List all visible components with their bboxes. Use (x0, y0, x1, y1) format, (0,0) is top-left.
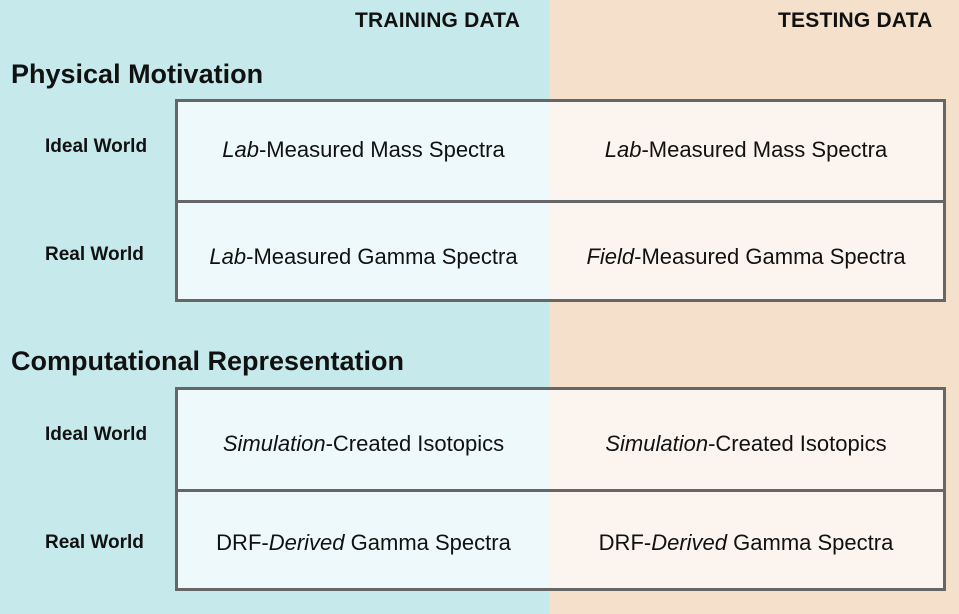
cell-training-real-physical: Lab-Measured Gamma Spectra (209, 244, 518, 269)
cell-training-real-computational: DRF-Derived Gamma Spectra (216, 530, 511, 555)
row-divider (178, 489, 943, 492)
cell-testing-ideal-physical: Lab-Measured Mass Spectra (604, 137, 888, 162)
section-title-physical-motivation: Physical Motivation (11, 59, 264, 89)
cell-testing-real-physical: Field-Measured Gamma Spectra (586, 244, 906, 269)
row-label-real-world: Real World (45, 532, 144, 553)
row-label-real-world: Real World (45, 244, 144, 265)
row-label-ideal-world: Ideal World (45, 136, 148, 157)
training-data-header: TRAINING DATA (355, 9, 521, 32)
section-title-computational-representation: Computational Representation (11, 346, 405, 376)
cell-testing-ideal-computational: Simulation-Created Isotopics (605, 431, 887, 456)
row-divider (178, 200, 943, 203)
row-label-ideal-world: Ideal World (45, 424, 148, 445)
physical-motivation-table: Lab-Measured Mass Spectra Lab-Measured M… (175, 99, 946, 302)
cell-training-ideal-computational: Simulation-Created Isotopics (222, 431, 505, 456)
cell-training-ideal-physical: Lab-Measured Mass Spectra (222, 137, 505, 162)
cell-testing-real-computational: DRF-Derived Gamma Spectra (598, 530, 894, 555)
computational-representation-table: Simulation-Created Isotopics Simulation-… (175, 387, 946, 591)
testing-data-header: TESTING DATA (778, 9, 933, 32)
